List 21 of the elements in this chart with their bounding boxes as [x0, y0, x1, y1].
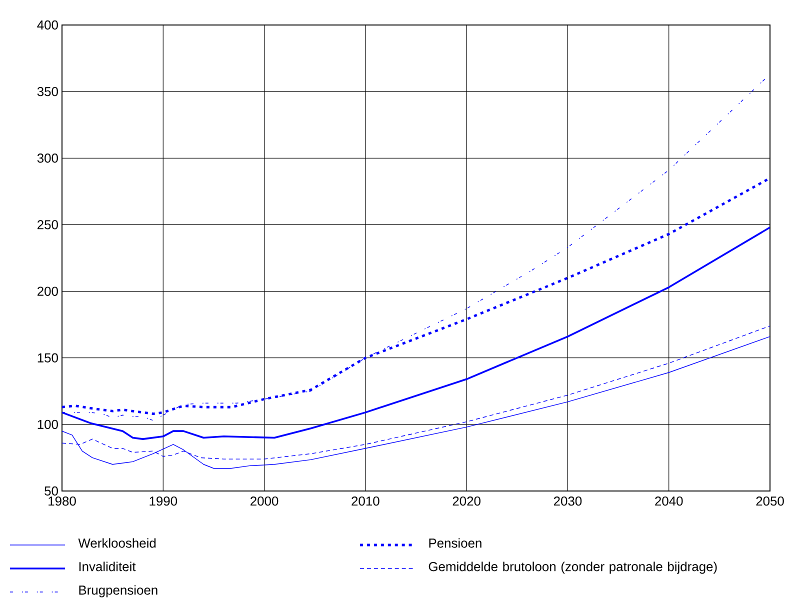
y-tick-label: 250	[38, 220, 58, 230]
y-tick-label: 200	[38, 286, 58, 296]
y-tick-label: 300	[37, 154, 58, 163]
x-tick-label: 2050	[756, 496, 784, 506]
x-tick-label: 1980	[48, 496, 76, 506]
legend-label: Pensioen	[429, 538, 482, 548]
legend-label: Brugpensioen	[79, 585, 158, 598]
x-tick-label: 1990	[150, 496, 178, 506]
y-tick-label: 400	[37, 20, 58, 30]
legend-label: Invaliditeit	[79, 562, 136, 572]
x-tick-label: 2030	[554, 496, 582, 506]
legend-label: Gemiddelde brutoloon (zonder patronale bijdrage)	[428, 562, 717, 574]
y-tick-label: 50	[44, 486, 58, 496]
y-tick-label: 100	[38, 420, 58, 430]
y-tick-label: 150	[38, 353, 58, 362]
x-tick-label: 2000	[250, 496, 278, 506]
x-tick-label: 2020	[452, 496, 480, 506]
legend-label: Werkloosheid	[78, 538, 156, 548]
y-tick-label: 350	[37, 86, 58, 96]
x-tick-label: 2040	[655, 496, 683, 506]
x-tick-label: 2010	[352, 496, 380, 506]
